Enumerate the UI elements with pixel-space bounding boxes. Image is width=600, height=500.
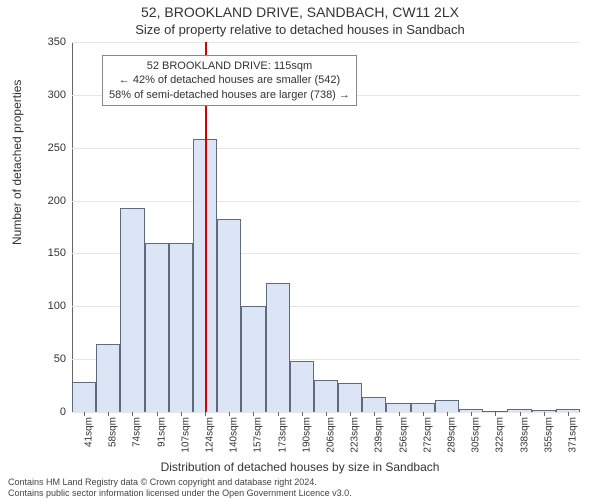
x-tick-label: 124sqm [205, 417, 216, 453]
footer-line-2: Contains public sector information licen… [8, 488, 592, 498]
x-tick-mark [84, 412, 85, 416]
x-tick-mark [278, 412, 279, 416]
x-tick-label: 355sqm [543, 417, 554, 453]
gridline [72, 42, 580, 43]
histogram-bar [266, 283, 290, 412]
footer-attribution: Contains HM Land Registry data © Crown c… [8, 477, 592, 498]
gridline [72, 148, 580, 149]
y-tick-label: 0 [60, 406, 72, 418]
x-tick-label: 338sqm [519, 417, 530, 453]
x-tick-mark [520, 412, 521, 416]
histogram-bar [120, 208, 144, 412]
x-tick-mark [108, 412, 109, 416]
chart-title-address: 52, BROOKLAND DRIVE, SANDBACH, CW11 2LX [0, 4, 600, 20]
x-tick-mark [471, 412, 472, 416]
x-tick-label: 91sqm [156, 417, 167, 447]
annotation-line: ← 42% of detached houses are smaller (54… [109, 73, 350, 87]
x-tick-mark [229, 412, 230, 416]
x-tick-label: 74sqm [132, 417, 143, 447]
x-tick-mark [544, 412, 545, 416]
x-tick-mark [181, 412, 182, 416]
x-tick-label: 157sqm [253, 417, 264, 453]
histogram-bar [145, 243, 169, 412]
histogram-bar [290, 361, 314, 412]
x-tick-label: 305sqm [471, 417, 482, 453]
chart-subtitle: Size of property relative to detached ho… [0, 22, 600, 37]
y-tick-label: 100 [48, 300, 72, 312]
annotation-line: 58% of semi-detached houses are larger (… [109, 88, 350, 102]
histogram-bar [217, 219, 241, 412]
histogram-bar [362, 397, 386, 412]
y-axis-label: Number of detached properties [10, 80, 24, 245]
histogram-bar [169, 243, 193, 412]
x-tick-mark [447, 412, 448, 416]
x-tick-mark [423, 412, 424, 416]
histogram-bar [314, 380, 338, 412]
y-tick-label: 250 [48, 142, 72, 154]
histogram-bar [241, 306, 265, 412]
annotation-line: 52 BROOKLAND DRIVE: 115sqm [109, 59, 350, 73]
x-tick-label: 239sqm [374, 417, 385, 453]
x-tick-mark [374, 412, 375, 416]
x-tick-mark [568, 412, 569, 416]
x-tick-mark [132, 412, 133, 416]
x-tick-mark [205, 412, 206, 416]
y-tick-label: 50 [54, 353, 72, 365]
histogram-bar [338, 383, 362, 412]
gridline [72, 201, 580, 202]
x-axis-label: Distribution of detached houses by size … [0, 460, 600, 474]
x-tick-label: 140sqm [229, 417, 240, 453]
x-tick-label: 322sqm [495, 417, 506, 453]
x-tick-mark [253, 412, 254, 416]
x-tick-label: 41sqm [84, 417, 95, 447]
x-tick-label: 223sqm [350, 417, 361, 453]
y-tick-label: 150 [48, 247, 72, 259]
plot-area: 05010015020025030035041sqm58sqm74sqm91sq… [72, 42, 580, 412]
x-tick-mark [495, 412, 496, 416]
x-tick-label: 107sqm [180, 417, 191, 453]
x-tick-label: 371sqm [567, 417, 578, 453]
x-tick-label: 206sqm [326, 417, 337, 453]
histogram-bar [411, 403, 435, 413]
histogram-bar [435, 400, 459, 412]
footer-line-1: Contains HM Land Registry data © Crown c… [8, 477, 592, 487]
y-axis-line [72, 42, 73, 412]
y-tick-label: 200 [48, 195, 72, 207]
histogram-bar [72, 382, 96, 412]
histogram-bar [96, 344, 120, 412]
x-tick-mark [157, 412, 158, 416]
x-tick-label: 173sqm [277, 417, 288, 453]
chart-container: 52, BROOKLAND DRIVE, SANDBACH, CW11 2LX … [0, 0, 600, 500]
histogram-bar [386, 403, 410, 413]
y-tick-label: 350 [48, 36, 72, 48]
x-tick-mark [302, 412, 303, 416]
x-tick-mark [399, 412, 400, 416]
x-tick-label: 58sqm [108, 417, 119, 447]
x-tick-label: 289sqm [446, 417, 457, 453]
x-tick-label: 272sqm [422, 417, 433, 453]
x-tick-label: 256sqm [398, 417, 409, 453]
y-tick-label: 300 [48, 89, 72, 101]
annotation-box: 52 BROOKLAND DRIVE: 115sqm← 42% of detac… [102, 55, 357, 106]
x-tick-mark [326, 412, 327, 416]
x-tick-mark [350, 412, 351, 416]
x-tick-label: 190sqm [301, 417, 312, 453]
